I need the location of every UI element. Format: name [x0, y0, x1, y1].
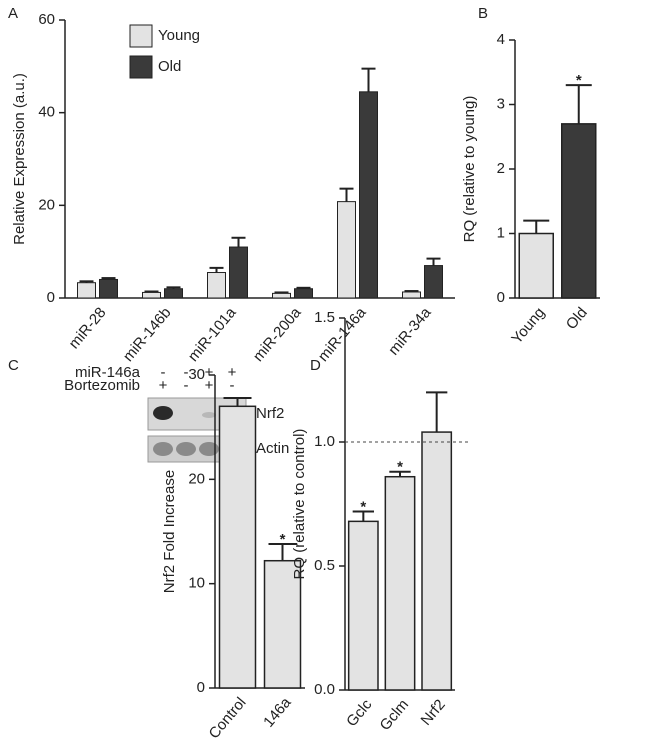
y-tick-label: 30	[188, 366, 205, 383]
y-tick-label: 0.5	[314, 557, 335, 574]
bar	[359, 91, 378, 299]
inset-sign: +	[205, 364, 214, 381]
y-tick-label: 0	[497, 289, 505, 306]
bar	[561, 123, 597, 299]
y-tick-label: 0.0	[314, 681, 335, 698]
bar	[164, 288, 183, 299]
x-tick-label: miR-101a	[185, 304, 240, 365]
bar	[347, 520, 379, 691]
inset-band-label: Actin	[256, 440, 289, 457]
bar	[229, 246, 248, 299]
y-tick-label: 2	[497, 160, 505, 177]
significance-mark: *	[280, 531, 286, 548]
y-tick-label: 40	[38, 104, 55, 121]
y-tick-label: 1	[497, 224, 505, 241]
x-tick-label: Old	[563, 304, 591, 333]
inset-sign: +	[228, 364, 237, 381]
bar	[384, 475, 416, 691]
x-tick-label: miR-146b	[120, 304, 175, 365]
y-tick-label: 10	[188, 575, 205, 592]
bar	[272, 292, 291, 299]
legend-label: Young	[158, 27, 200, 44]
inset-sign: -	[161, 364, 166, 381]
inset-sign: +	[159, 377, 168, 394]
y-tick-label: 60	[38, 11, 55, 28]
inset-sign: -	[184, 377, 189, 394]
bar	[142, 291, 161, 299]
x-tick-label: 146a	[260, 694, 295, 731]
significance-mark: *	[397, 459, 403, 476]
y-tick-label: 3	[497, 95, 505, 112]
inset-sign: -	[184, 364, 189, 381]
bar	[99, 278, 118, 299]
panel-letter: A	[8, 5, 18, 22]
inset-band-label: Nrf2	[256, 405, 284, 422]
significance-mark: *	[360, 498, 366, 515]
inset-sign: -	[230, 377, 235, 394]
bar	[337, 201, 356, 299]
bar	[402, 291, 421, 299]
bar	[294, 288, 313, 299]
y-tick-label: 0	[197, 679, 205, 696]
y-tick-label: 0	[47, 289, 55, 306]
x-tick-label: miR-34a	[385, 304, 435, 359]
x-tick-label: miR-28	[66, 304, 110, 352]
y-tick-label: 1.5	[314, 309, 335, 326]
x-tick-label: miR-200a	[250, 304, 305, 365]
bar	[518, 232, 554, 299]
x-tick-label: Gclc	[343, 696, 376, 730]
inset-row-label: miR-146a	[75, 364, 141, 381]
x-tick-label: Gclm	[377, 696, 413, 734]
bar	[207, 272, 226, 299]
bar	[218, 405, 257, 689]
bar	[77, 282, 96, 299]
panel-letter: D	[310, 357, 321, 374]
y-axis-label: RQ (relative to control)	[291, 429, 308, 580]
legend-swatch	[129, 55, 153, 79]
y-tick-label: 20	[188, 470, 205, 487]
y-tick-label: 1.0	[314, 433, 335, 450]
bar	[421, 431, 453, 691]
panel-letter: C	[8, 357, 19, 374]
y-axis-label: RQ (relative to young)	[461, 96, 478, 243]
significance-mark: *	[576, 72, 582, 89]
panel-letter: B	[478, 5, 488, 22]
y-axis-label: Nrf2 Fold Increase	[161, 470, 178, 593]
y-tick-label: 20	[38, 196, 55, 213]
y-tick-label: 4	[497, 31, 505, 48]
inset-sign: +	[205, 377, 214, 394]
x-tick-label: Nrf2	[418, 696, 449, 729]
legend-label: Old	[158, 58, 181, 75]
x-tick-label: Young	[508, 304, 548, 347]
legend-swatch	[129, 24, 153, 48]
bar	[424, 265, 443, 299]
inset-row-label: Bortezomib	[64, 377, 140, 394]
x-tick-label: Control	[205, 694, 249, 742]
y-axis-label: Relative Expression (a.u.)	[11, 73, 28, 245]
